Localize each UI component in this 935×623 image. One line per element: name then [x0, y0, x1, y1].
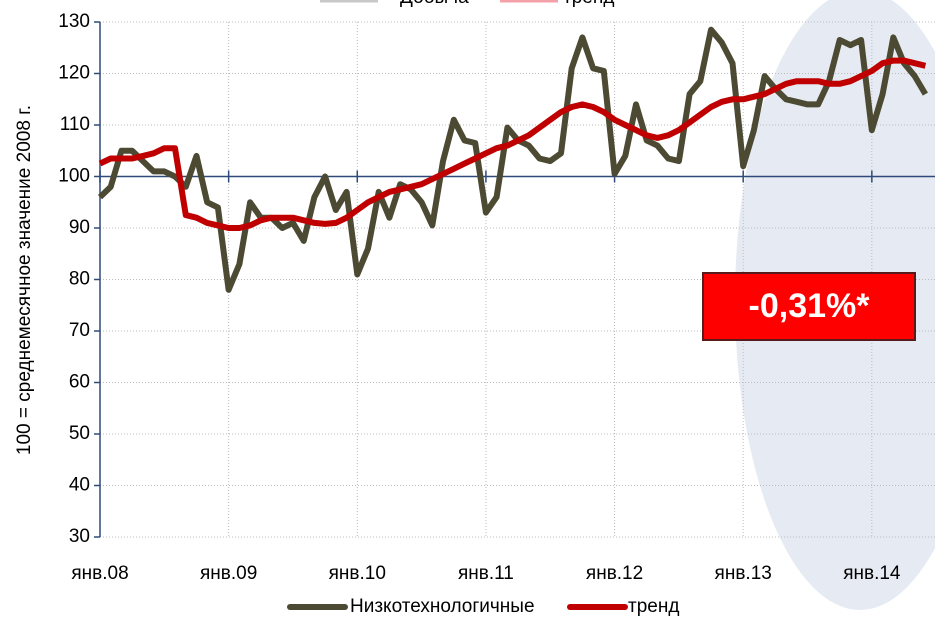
y-tick-label: 90: [69, 217, 90, 238]
y-tick-label: 40: [69, 475, 90, 496]
y-tick-label: 70: [69, 320, 90, 341]
y-tick-label: 100: [58, 166, 90, 187]
annotation-box: [702, 272, 916, 341]
x-tick-label: янв.10: [329, 563, 386, 584]
y-tick-label: 30: [69, 526, 90, 547]
y-tick-label: 50: [69, 423, 90, 444]
legend-label: тренд: [628, 596, 679, 617]
y-axis-label: 100 = среднемесячное значение 2008 г.: [14, 105, 35, 455]
x-tick-label: янв.13: [715, 563, 772, 584]
y-tick-label: 80: [69, 269, 90, 290]
x-tick-label: янв.11: [458, 563, 514, 584]
legend-label: Низкотехнологичные: [350, 596, 535, 617]
annotation: -0,31%*: [749, 287, 871, 325]
y-tick-label: 110: [60, 114, 90, 135]
series-line: [98, 57, 927, 231]
legend-label: Добыча: [400, 0, 469, 8]
x-tick-label: янв.14: [843, 563, 901, 584]
legend-label: тренд: [563, 0, 614, 8]
x-tick-label: янв.09: [200, 563, 257, 584]
series-line: [97, 26, 928, 293]
y-tick-label: 60: [69, 372, 90, 393]
y-tick-label: 130: [58, 11, 90, 32]
y-tick-label: 120: [58, 63, 90, 84]
x-tick-label: янв.08: [71, 563, 128, 584]
x-tick-label: янв.12: [586, 563, 643, 584]
